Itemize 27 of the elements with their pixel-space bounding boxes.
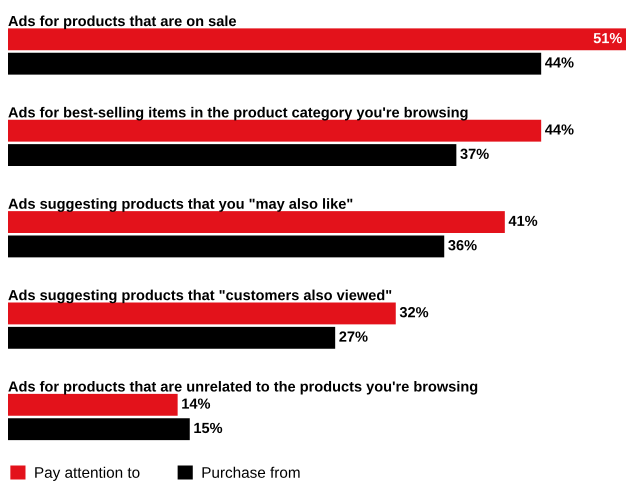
bar [8, 326, 336, 349]
data-label: 41% [508, 216, 538, 226]
legend-label: Pay attention to [35, 466, 140, 481]
bar [8, 394, 178, 416]
bar [8, 235, 444, 258]
bar [8, 52, 542, 75]
data-label: 44% [545, 124, 574, 135]
data-label: 27% [339, 331, 368, 342]
data-label: 37% [460, 148, 489, 160]
y-tick-label: Ads suggesting products that "customers also viewed" [8, 290, 392, 304]
y-tick-label: Ads for products that are on sale [8, 15, 236, 30]
data-label: 36% [448, 240, 477, 250]
bar [8, 144, 456, 166]
data-label: 15% [194, 422, 222, 434]
bar [8, 28, 626, 50]
data-label: 32% [400, 307, 428, 318]
y-tick-label: Ads suggesting products that you "may also like" [8, 198, 352, 212]
data-label: 51% [594, 32, 622, 44]
legend-label: Purchase from [202, 466, 300, 478]
data-label: 44% [545, 57, 574, 68]
y-tick-label: Ads for best-selling items in the product category you're browsing [8, 106, 468, 120]
bar [8, 120, 542, 142]
data-label: 14% [182, 398, 210, 409]
bar [8, 418, 190, 440]
bar [8, 211, 505, 234]
bar [8, 302, 396, 324]
y-tick-label: Ads for products that are unrelated to the products you're browsing [8, 380, 478, 395]
